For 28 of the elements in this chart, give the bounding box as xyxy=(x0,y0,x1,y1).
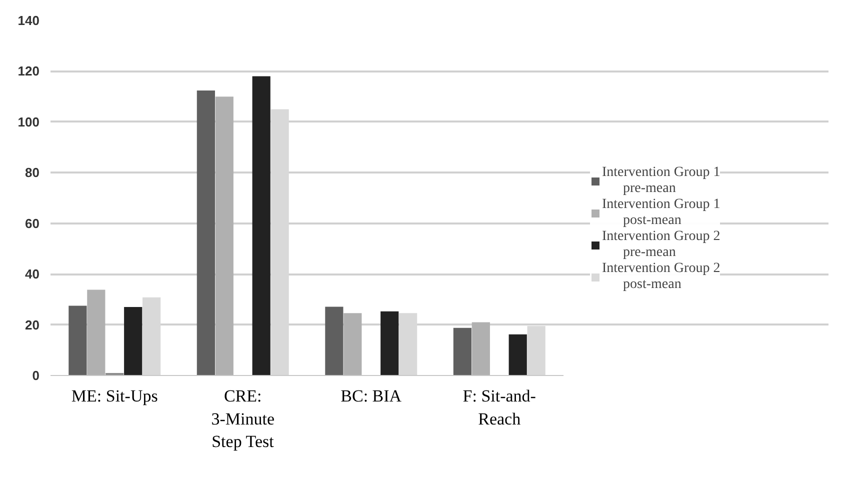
y-tick-label: 140 xyxy=(18,13,40,28)
x-tick-label: BC: BIA xyxy=(340,386,402,406)
bar xyxy=(87,290,106,376)
bar xyxy=(68,306,87,376)
y-tick-label: 60 xyxy=(25,216,40,231)
legend-label: Intervention Group 1 pre-mean xyxy=(602,165,720,197)
bar xyxy=(325,306,344,376)
y-tick-label: 0 xyxy=(32,368,40,383)
y-tick-label: 120 xyxy=(18,64,40,79)
bar xyxy=(453,328,472,376)
bar xyxy=(215,96,234,376)
bar xyxy=(472,322,490,376)
x-tick-label: CRE: 3-Minute Step Test xyxy=(211,386,275,452)
y-tick-label: 80 xyxy=(25,165,40,180)
bar xyxy=(124,307,142,376)
legend-label: Intervention Group 1 post-mean xyxy=(602,197,720,229)
legend-label: Intervention Group 2 post-mean xyxy=(602,261,720,293)
x-tick-label: F: Sit-and-Reach xyxy=(462,386,536,428)
bar xyxy=(344,313,362,376)
bar xyxy=(196,90,215,376)
y-tick-label: 20 xyxy=(25,317,40,332)
y-tick-label: 100 xyxy=(18,114,40,130)
legend-label: Intervention Group 2 pre-mean xyxy=(602,229,720,261)
y-tick-label: 40 xyxy=(25,266,40,282)
x-tick-label: ME: Sit-Ups xyxy=(71,386,158,406)
bar xyxy=(380,311,399,376)
bar xyxy=(252,76,270,376)
bar xyxy=(508,334,527,376)
